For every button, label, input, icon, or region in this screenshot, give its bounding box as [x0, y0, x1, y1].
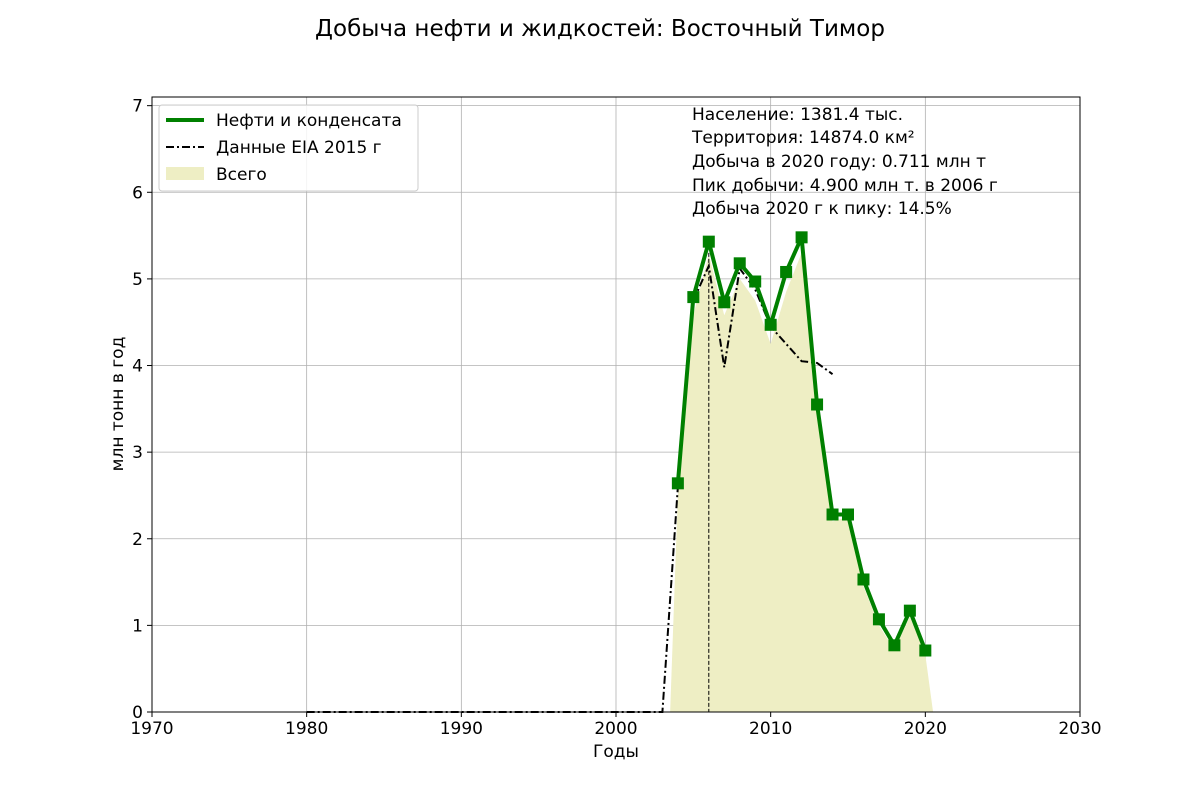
x-axis: 1970 1980 1990 2000 2010 2020 2030 [130, 712, 1102, 739]
x-tick-label: 1970 [130, 719, 173, 739]
annotations: Население: 1381.4 тыс. Территория: 14874… [691, 105, 998, 219]
legend-label-oil: Нефти и конденсата [216, 111, 402, 131]
area-layer [670, 252, 934, 712]
annotation-ratio: Добыча 2020 г к пику: 14.5% [692, 199, 952, 219]
chart-title: Добыча нефти и жидкостей: Восточный Тимо… [315, 16, 885, 42]
legend: Нефти и конденсата Данные EIA 2015 г Все… [158, 104, 419, 192]
oil-marker [826, 508, 839, 521]
oil-marker [811, 398, 824, 411]
x-tick-label: 1990 [440, 719, 483, 739]
oil-marker [903, 604, 916, 617]
oil-marker [733, 257, 746, 270]
oil-marker [718, 296, 731, 309]
legend-box [158, 104, 419, 192]
x-axis-label: Годы [593, 742, 639, 762]
annotation-population: Население: 1381.4 тыс. [692, 105, 903, 125]
oil-marker [671, 477, 684, 490]
y-tick-label: 3 [132, 443, 143, 463]
x-tick-label: 2000 [594, 719, 637, 739]
y-axis: 0 1 2 3 4 5 6 7 [132, 97, 152, 723]
x-tick-label: 2020 [904, 719, 947, 739]
y-tick-label: 5 [132, 270, 143, 290]
y-tick-label: 4 [132, 357, 143, 377]
legend-swatch-total [166, 167, 204, 180]
oil-marker [872, 613, 885, 626]
x-tick-label: 1980 [285, 719, 328, 739]
legend-label-total: Всего [216, 165, 267, 185]
oil-marker [687, 291, 700, 304]
y-axis-label: млн тонн в год [108, 337, 128, 472]
series-area-total [670, 252, 934, 712]
oil-marker [764, 318, 777, 331]
oil-marker [857, 573, 870, 586]
oil-marker [702, 235, 715, 248]
y-tick-label: 6 [132, 183, 143, 203]
x-tick-label: 2010 [749, 719, 792, 739]
annotation-peak: Пик добычи: 4.900 млн т. в 2006 г [692, 176, 998, 196]
oil-marker [842, 508, 854, 521]
x-tick-label: 2030 [1058, 719, 1101, 739]
annotation-territory: Территория: 14874.0 км² [691, 128, 915, 148]
y-tick-label: 1 [132, 616, 143, 636]
y-tick-label: 7 [132, 97, 143, 117]
y-tick-label: 0 [132, 703, 143, 723]
oil-marker [919, 644, 932, 657]
marker-layer [671, 231, 932, 657]
oil-marker [749, 275, 762, 288]
y-tick-label: 2 [132, 530, 143, 550]
annotation-production-2020: Добыча в 2020 году: 0.711 млн т [692, 152, 986, 172]
legend-label-eia: Данные EIA 2015 г [216, 138, 382, 158]
oil-marker [795, 231, 808, 244]
oil-marker [888, 639, 901, 652]
oil-marker [780, 265, 793, 278]
